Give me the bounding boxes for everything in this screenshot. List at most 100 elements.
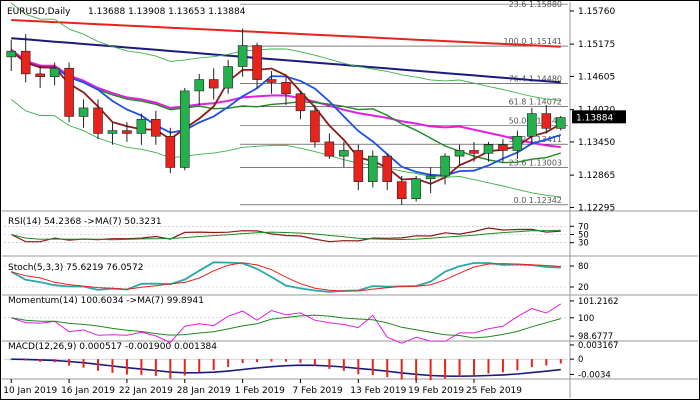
candle-body: [252, 45, 262, 80]
macd-histogram-bar: [545, 359, 548, 366]
macd-tick-label: 0: [578, 355, 583, 365]
macd-histogram-bar: [154, 359, 157, 376]
fib-level-label: 23.6 1.13003: [509, 158, 562, 167]
candle-body: [353, 150, 364, 182]
price-tick-label: 1.14605: [578, 72, 615, 82]
macd-histogram-bar: [10, 359, 13, 361]
stoch-d-line: [11, 262, 561, 292]
macd-histogram-bar: [212, 359, 215, 371]
fib-level-label: 61.8 1.14072: [509, 98, 562, 107]
price-tick-label: 1.12865: [578, 171, 615, 181]
macd-label: MACD(12,26,9) 0.000517 -0.001900 0.00138…: [8, 342, 217, 352]
candle-body: [194, 79, 205, 92]
price-tick-label: 1.13450: [578, 138, 615, 148]
macd-histogram-bar: [516, 359, 519, 371]
price-tick-label: 1.15175: [578, 40, 615, 50]
momentum-line: [11, 303, 562, 344]
macd-histogram-bar: [357, 359, 360, 375]
macd-histogram-bar: [39, 359, 42, 362]
time-tick-label: 22 Jan 2019: [119, 386, 173, 396]
macd-histogram-bar: [125, 359, 128, 375]
macd-histogram-bar: [53, 359, 56, 363]
time-tick-label: 28 Jan 2019: [177, 386, 231, 396]
candle-body: [136, 118, 147, 134]
candle-body: [310, 110, 320, 143]
ma-navy-line: [11, 37, 561, 84]
candle-body: [440, 155, 450, 177]
macd-histogram-bar: [473, 359, 475, 376]
macd-histogram-bar: [371, 359, 374, 376]
candle-body: [208, 79, 219, 89]
candle-body: [454, 150, 465, 157]
rsi-tick-label: 30: [578, 239, 589, 249]
candle-body: [122, 130, 132, 134]
stoch-tick-label: 20: [578, 283, 589, 293]
candle-body: [107, 130, 118, 134]
momentum-label: Momentum(14) 100.6034 ->MA(7) 99.8941: [8, 296, 204, 306]
macd-histogram-bar: [256, 359, 259, 363]
chart-title: EURUSD,Daily: [7, 7, 71, 17]
time-tick-label: 13 Feb 2019: [350, 386, 406, 396]
macd-tick-label: 0.003167: [578, 341, 619, 351]
stoch-k-line: [10, 261, 561, 293]
candle-body: [151, 118, 161, 137]
macd-histogram-bar: [227, 359, 230, 367]
rsi-ma-line: [11, 229, 561, 241]
macd-histogram-bar: [285, 359, 287, 362]
macd-histogram-bar: [559, 359, 562, 364]
rsi-label: RSI(14) 54.2368 ->MA(7) 50.3231: [8, 217, 162, 227]
macd-histogram-bar: [270, 359, 273, 362]
candle-body: [165, 135, 176, 168]
candle-body: [483, 144, 494, 154]
candle-body: [266, 79, 277, 83]
current-price-box: [572, 110, 626, 124]
candle-body: [382, 155, 393, 182]
price-tick-label: 1.12295: [578, 203, 615, 213]
macd-histogram-bar: [97, 359, 99, 371]
macd-histogram-bar: [444, 359, 447, 379]
macd-histogram-bar: [328, 359, 331, 369]
macd-tick-label: -0.0034: [578, 370, 611, 380]
time-tick-label: 1 Feb 2019: [235, 386, 286, 396]
candle-body: [498, 144, 508, 151]
macd-histogram-bar: [458, 359, 461, 377]
candle-body: [367, 155, 378, 182]
fib-level-label: 0.0 1.12342: [514, 196, 562, 205]
macd-histogram-bar: [198, 359, 201, 373]
candle-body: [281, 82, 291, 95]
candle-body: [295, 93, 306, 112]
macd-histogram-bar: [111, 359, 114, 373]
macd-histogram-bar: [24, 359, 27, 361]
price-tick-label: 1.15760: [578, 7, 615, 17]
candle-body: [469, 150, 479, 154]
macd-histogram-bar: [400, 359, 403, 380]
momentum-tick-label: 101.2162: [578, 297, 619, 307]
macd-histogram-bar: [183, 359, 186, 376]
candle-body: [237, 45, 248, 67]
candle-body: [527, 113, 537, 137]
macd-histogram-bar: [386, 359, 389, 378]
time-tick-label: 10 Jan 2019: [3, 386, 57, 396]
time-tick-label: 7 Feb 2019: [292, 386, 343, 396]
current-price-label: 1.13884: [576, 113, 613, 123]
macd-histogram-bar: [140, 359, 143, 375]
macd-histogram-bar: [68, 359, 71, 366]
macd-histogram-bar: [82, 359, 85, 368]
candle-body: [541, 113, 552, 129]
candle-body: [49, 67, 60, 78]
band-lower-line: [10, 99, 561, 198]
stoch-tick-label: 80: [578, 262, 589, 272]
candle-body: [555, 117, 566, 129]
macd-histogram-bar: [342, 359, 345, 371]
ma-maroon-line: [10, 50, 562, 185]
candle-body: [339, 150, 349, 157]
macd-histogram-bar: [530, 359, 533, 368]
candle-body: [6, 50, 17, 58]
candle-body: [64, 67, 74, 117]
candle-body: [223, 66, 233, 89]
macd-histogram-bar: [415, 359, 418, 381]
time-tick-label: 25 Feb 2019: [466, 386, 522, 396]
momentum-tick-label: 100: [578, 314, 594, 324]
